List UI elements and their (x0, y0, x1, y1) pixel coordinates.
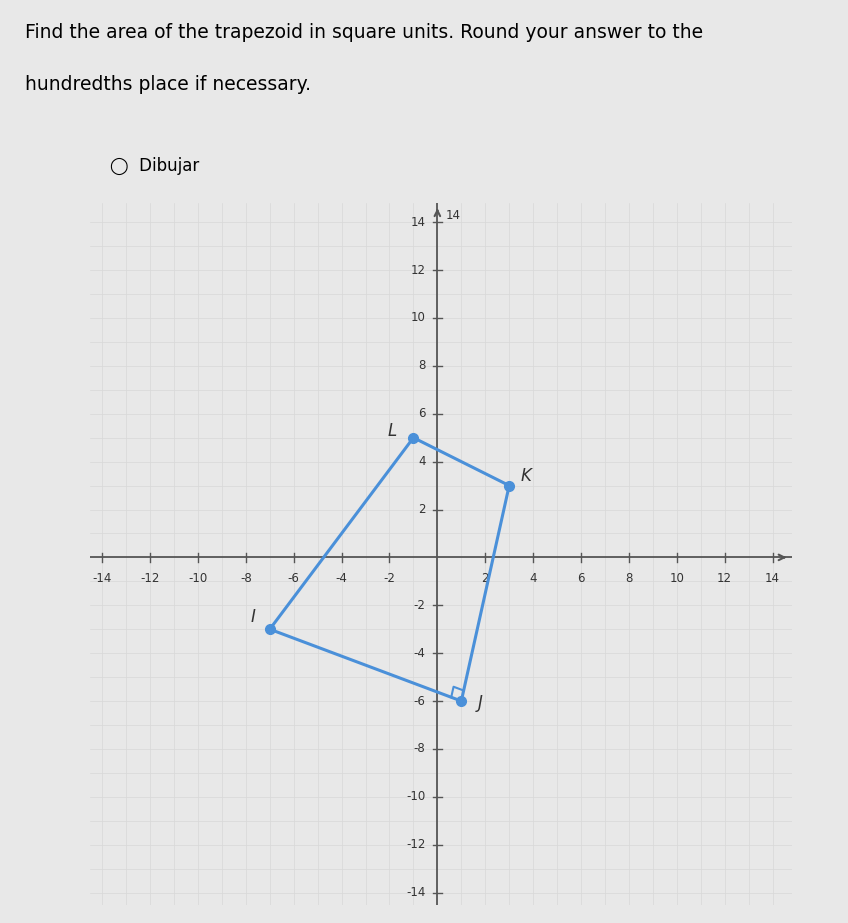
Text: -2: -2 (383, 571, 395, 585)
Text: 14: 14 (765, 571, 780, 585)
Text: -12: -12 (141, 571, 159, 585)
Text: K: K (521, 467, 532, 485)
Text: -6: -6 (414, 694, 426, 708)
Text: 6: 6 (577, 571, 585, 585)
Text: 6: 6 (418, 407, 426, 420)
Text: -10: -10 (406, 790, 426, 803)
Text: hundredths place if necessary.: hundredths place if necessary. (25, 75, 311, 94)
Text: 12: 12 (410, 264, 426, 277)
Text: -6: -6 (287, 571, 299, 585)
Text: ◯  Dibujar: ◯ Dibujar (110, 157, 199, 175)
Text: -4: -4 (336, 571, 348, 585)
Text: 10: 10 (410, 311, 426, 325)
Text: -4: -4 (414, 647, 426, 660)
Text: -2: -2 (414, 599, 426, 612)
Text: 10: 10 (669, 571, 684, 585)
Text: 14: 14 (410, 216, 426, 229)
Text: 12: 12 (717, 571, 732, 585)
Text: 2: 2 (482, 571, 489, 585)
Text: I: I (250, 608, 255, 626)
Text: -12: -12 (406, 838, 426, 851)
Text: -14: -14 (92, 571, 112, 585)
Text: J: J (478, 694, 483, 713)
Text: L: L (388, 422, 397, 439)
Text: 4: 4 (529, 571, 537, 585)
Text: 2: 2 (418, 503, 426, 516)
Text: -8: -8 (414, 742, 426, 755)
Text: -10: -10 (188, 571, 208, 585)
Text: 8: 8 (418, 359, 426, 372)
Text: -8: -8 (240, 571, 252, 585)
Text: Find the area of the trapezoid in square units. Round your answer to the: Find the area of the trapezoid in square… (25, 23, 704, 42)
Text: 14: 14 (446, 209, 460, 222)
Text: 8: 8 (625, 571, 633, 585)
Text: -14: -14 (406, 886, 426, 899)
Text: 4: 4 (418, 455, 426, 468)
